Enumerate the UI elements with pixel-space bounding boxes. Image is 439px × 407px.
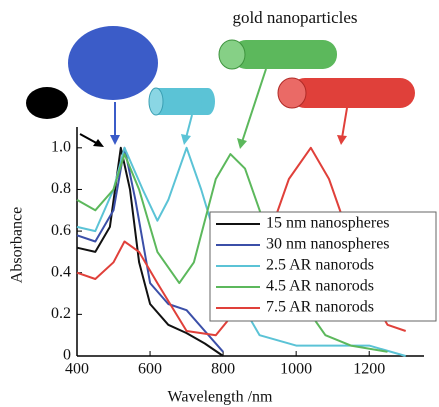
illustrations	[26, 26, 415, 149]
arrow-head	[237, 138, 247, 149]
legend-label: 15 nm nanospheres	[266, 215, 390, 232]
y-tick-label: 0.8	[51, 180, 71, 197]
series-line	[77, 148, 223, 352]
arrow	[342, 108, 347, 138]
rod-2-5	[156, 88, 208, 115]
y-tick-label: 0.4	[51, 263, 71, 280]
rod-7-5-cap	[278, 78, 306, 108]
sphere-15nm	[26, 87, 68, 119]
rod-2-5-end	[201, 88, 215, 115]
x-tick-label: 600	[138, 361, 162, 378]
chart-title: gold nanoparticles	[232, 8, 357, 27]
rod-7-5	[290, 78, 415, 108]
x-tick-label: 800	[211, 361, 235, 378]
legend-label: 2.5 AR nanorods	[266, 257, 374, 274]
chart: gold nanoparticles Wavelength /nm Absorb…	[0, 0, 439, 407]
arrow-head	[110, 135, 120, 145]
legend-label: 30 nm nanospheres	[266, 236, 390, 253]
y-tick-label: 1.0	[51, 138, 71, 155]
sphere-30nm	[68, 26, 158, 100]
rod-4-5	[232, 40, 337, 69]
legend-label: 7.5 AR nanorods	[266, 299, 374, 316]
series-line	[77, 148, 223, 356]
arrow-head	[181, 134, 191, 145]
y-axis-label: Absorbance	[9, 207, 26, 283]
arrow	[242, 69, 266, 142]
rod-4-5-cap	[219, 40, 245, 69]
x-tick-label: 1000	[280, 361, 312, 378]
arrow-head	[337, 135, 347, 145]
y-tick-label: 0.6	[51, 222, 71, 239]
x-axis-label: Wavelength /nm	[168, 389, 273, 406]
arrow	[186, 115, 192, 138]
rod-2-5-cap	[149, 88, 163, 115]
y-tick-label: 0.2	[51, 305, 71, 322]
legend-label: 4.5 AR nanorods	[266, 278, 374, 295]
x-tick-label: 1200	[353, 361, 385, 378]
x-tick-label: 400	[65, 361, 89, 378]
